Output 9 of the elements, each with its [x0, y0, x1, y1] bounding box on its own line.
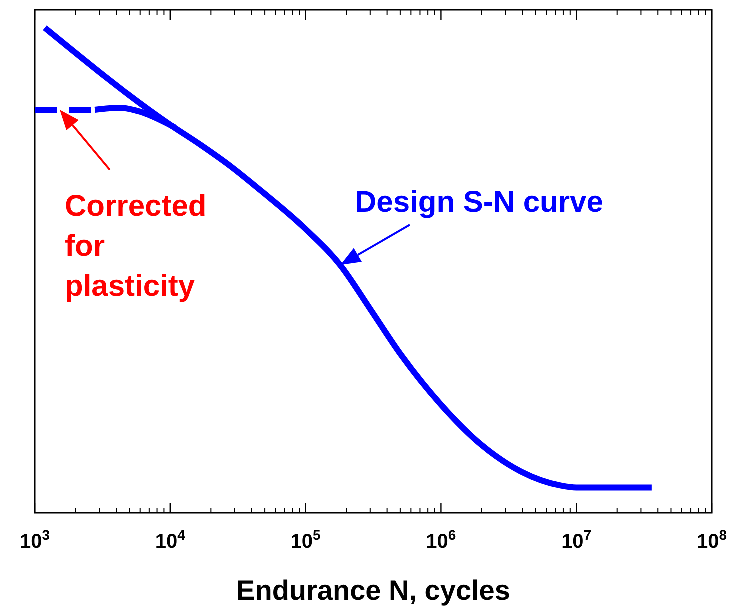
x-tick-label: 10$^{4}$	[155, 527, 186, 553]
x-tick-label: 10$^{5}$	[290, 527, 322, 553]
x-tick-label: 10$^{3}$	[20, 527, 50, 553]
x-tick-label: 10$^{6}$	[426, 527, 456, 553]
x-tick-label: 10$^{7}$	[562, 527, 592, 553]
x-axis-title: Endurance N, cycles	[236, 575, 510, 606]
annotation: Design S-N curve	[355, 186, 604, 219]
annotation: Corrected for plasticity	[65, 190, 207, 303]
x-tick-label: 10$^{8}$	[696, 527, 728, 553]
